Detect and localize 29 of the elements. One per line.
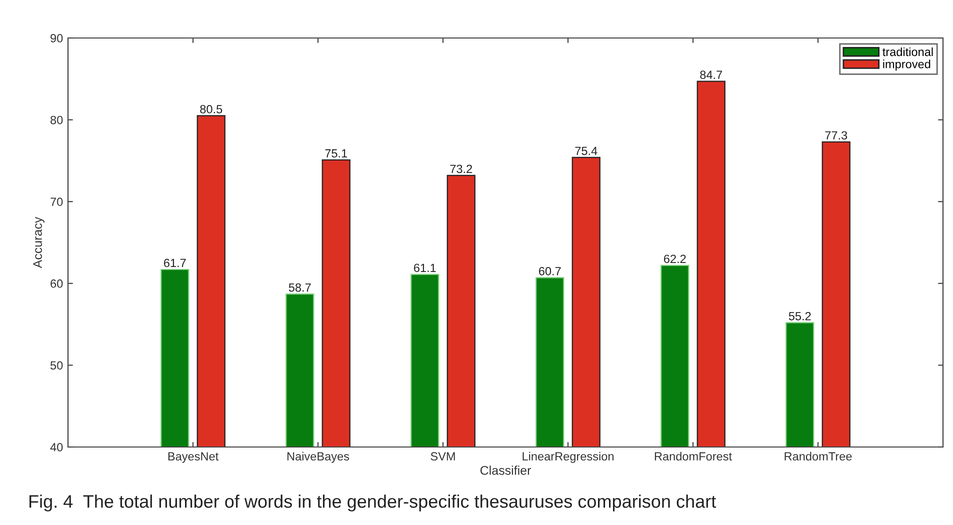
y-axis-title: Accuracy: [33, 216, 44, 268]
caption: Fig. 4 The total number of words in the gender-specific thesauruses comparison chart: [29, 494, 716, 512]
data-label: 60.7: [538, 266, 561, 276]
data-label: 80.5: [200, 105, 222, 114]
data-label: 73.2: [450, 164, 472, 174]
x-tick-label: LinearRegression: [522, 452, 614, 463]
legend-label: improved: [883, 60, 930, 71]
x-tick-label: RandomTree: [784, 452, 852, 461]
data-label: 61.7: [164, 258, 186, 268]
x-tick-label: BayesNet: [168, 452, 219, 463]
data-label: 75.4: [575, 146, 598, 156]
y-tick-label: 50: [50, 361, 63, 370]
y-tick-label: 60: [50, 279, 63, 288]
data-label: 61.1: [414, 264, 436, 272]
x-tick-label: RandomForest: [654, 452, 732, 461]
y-tick-label: 40: [50, 443, 63, 452]
data-label: 62.2: [664, 254, 686, 264]
y-tick-label: 80: [50, 116, 63, 124]
data-label: 77.3: [825, 131, 848, 140]
data-label: 58.7: [288, 283, 311, 292]
x-axis-title: Classifier: [480, 466, 531, 475]
data-label: 75.1: [325, 149, 348, 158]
data-label: 84.7: [700, 70, 722, 80]
legend-label: traditional: [882, 47, 933, 56]
y-tick-label: 70: [50, 198, 63, 206]
y-tick-label: 90: [50, 34, 63, 42]
data-label: 55.2: [788, 312, 811, 320]
x-tick-label: NaiveBayes: [287, 452, 350, 463]
x-tick-label: SVM: [430, 452, 455, 461]
